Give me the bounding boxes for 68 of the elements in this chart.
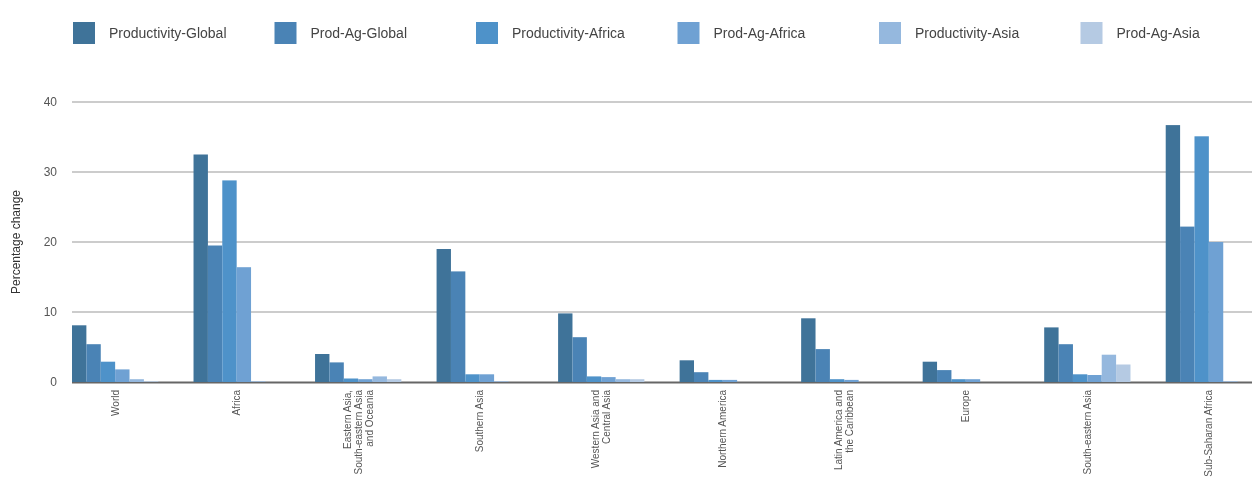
x-tick-label: Northern America bbox=[717, 389, 729, 468]
bar bbox=[601, 377, 616, 382]
bar bbox=[558, 313, 573, 382]
bar bbox=[86, 344, 101, 382]
bar bbox=[937, 370, 952, 382]
y-tick-label: 10 bbox=[43, 305, 58, 320]
x-tick-label: Europe bbox=[960, 389, 972, 423]
legend-label: Productivity-Africa bbox=[512, 24, 626, 41]
bar bbox=[586, 376, 602, 382]
x-tick-label: Southern Asia bbox=[474, 389, 486, 453]
y-tick-label: 30 bbox=[43, 165, 58, 180]
bar bbox=[329, 362, 344, 382]
bar bbox=[465, 374, 480, 382]
bar bbox=[1165, 125, 1181, 382]
bar bbox=[1058, 344, 1073, 382]
bar bbox=[1101, 354, 1117, 382]
legend-label: Prod-Ag-Africa bbox=[713, 24, 806, 41]
bar bbox=[1087, 375, 1102, 382]
bar bbox=[922, 361, 938, 382]
y-tick-label: 20 bbox=[43, 235, 58, 250]
bar bbox=[100, 361, 116, 382]
bar bbox=[679, 360, 694, 382]
bar bbox=[815, 349, 830, 382]
y-tick-label: 40 bbox=[43, 95, 58, 110]
bar bbox=[630, 379, 645, 382]
bar bbox=[129, 379, 144, 382]
bar bbox=[450, 271, 466, 382]
bar bbox=[358, 379, 373, 382]
bar bbox=[1194, 136, 1209, 382]
legend-label: Productivity-Global bbox=[109, 24, 227, 41]
bar bbox=[1072, 374, 1088, 382]
bar bbox=[115, 369, 130, 382]
bar bbox=[72, 325, 87, 382]
bar bbox=[572, 337, 587, 382]
bar bbox=[694, 372, 709, 382]
x-tick-label: World bbox=[109, 390, 121, 416]
x-tick-label: Africa bbox=[231, 389, 243, 416]
legend-label: Productivity-Asia bbox=[915, 24, 1020, 41]
y-axis-title: Percentage change bbox=[9, 189, 23, 295]
bar bbox=[801, 318, 816, 382]
x-tick-label: Latin America and the Caribbean bbox=[833, 390, 856, 471]
x-tick-label: Western Asia and Central Asia bbox=[590, 389, 613, 469]
bar bbox=[615, 379, 630, 382]
x-tick-label: Eastern Asia, South-eastern Asia and Oceania bbox=[341, 389, 375, 475]
legend-label: Prod-Ag-Global bbox=[310, 24, 407, 41]
bar bbox=[315, 354, 330, 382]
bar bbox=[722, 379, 738, 382]
bar bbox=[1208, 242, 1224, 382]
x-tick-label: South-eastern Asia bbox=[1081, 389, 1093, 475]
bar bbox=[436, 249, 451, 382]
bar bbox=[386, 379, 402, 382]
bar bbox=[844, 379, 859, 382]
bar bbox=[372, 376, 387, 382]
x-tick-label: Sub-Saharan Africa bbox=[1203, 389, 1215, 477]
bar bbox=[965, 379, 981, 382]
bar bbox=[207, 245, 223, 382]
bar bbox=[236, 267, 252, 382]
bar bbox=[829, 379, 845, 382]
bar bbox=[951, 379, 966, 382]
bar bbox=[1116, 364, 1131, 382]
bar bbox=[479, 374, 495, 382]
bar bbox=[708, 379, 723, 382]
legend-label: Prod-Ag-Asia bbox=[1116, 24, 1200, 41]
bar bbox=[193, 154, 208, 382]
bar bbox=[222, 180, 237, 382]
bar bbox=[1044, 327, 1059, 382]
bar bbox=[1180, 226, 1195, 382]
y-tick-label: 0 bbox=[50, 375, 58, 390]
